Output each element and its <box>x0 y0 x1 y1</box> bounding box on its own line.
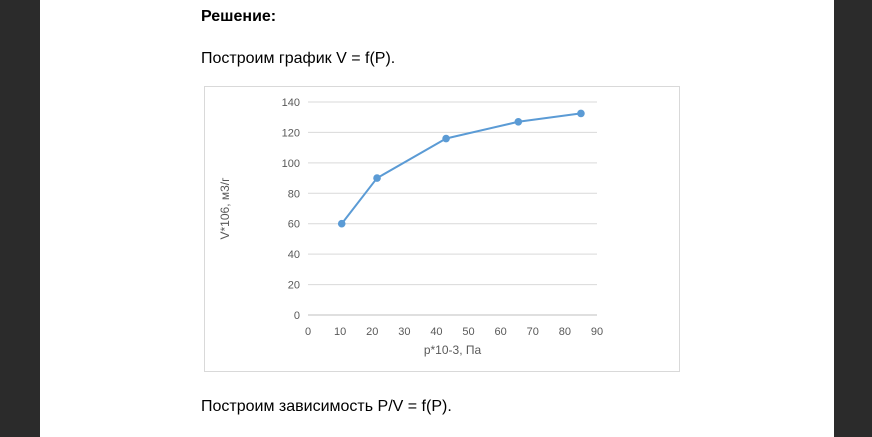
graph-intro-text: Построим график V = f(P). <box>201 50 396 67</box>
y-tick-label-100: 100 <box>282 158 300 170</box>
tick-labels: 0 20 40 60 80 100 120 140 0 10 20 30 40 50 60 70 80 90 <box>282 97 603 338</box>
y-tick-label-60: 60 <box>288 219 300 231</box>
y-tick-label-80: 80 <box>288 188 300 200</box>
y-tick-label-40: 40 <box>288 249 300 261</box>
dependency-intro-text: Построим зависимость P/V = f(P). <box>201 398 452 415</box>
x-tick-label-50: 50 <box>462 326 474 338</box>
data-point-0-1 <box>373 174 381 182</box>
x-tick-label-70: 70 <box>527 326 539 338</box>
line-chart: 0 20 40 60 80 100 120 140 0 10 20 30 40 50 60 70 80 90 p*… <box>218 97 603 357</box>
x-tick-label-80: 80 <box>559 326 571 338</box>
data-point-0-4 <box>577 109 585 118</box>
x-tick-label-20: 20 <box>366 326 378 338</box>
y-tick-label-140: 140 <box>282 97 300 109</box>
y-tick-label-120: 120 <box>282 127 300 139</box>
data-point-0-2 <box>442 134 450 143</box>
data-series <box>337 109 585 228</box>
x-tick-label-10: 10 <box>334 326 346 338</box>
data-point-0-3 <box>514 117 523 126</box>
solution-heading: Решение: <box>201 8 277 25</box>
data-point-0-0 <box>337 219 346 228</box>
x-tick-label-60: 60 <box>495 326 507 338</box>
x-axis-title: p*10-3, Па <box>424 343 482 357</box>
grid-lines <box>308 101 597 286</box>
series-line-0 <box>340 112 582 225</box>
x-tick-label-0: 0 <box>305 326 311 338</box>
chart-container: 0 20 40 60 80 100 120 140 0 10 20 30 40 50 60 70 80 90 p*… <box>204 86 680 372</box>
x-tick-label-90: 90 <box>591 326 603 338</box>
x-tick-label-40: 40 <box>430 326 442 338</box>
x-tick-label-30: 30 <box>398 326 410 338</box>
document-page: Решение: Построим график V = f(P). 0 20 40… <box>40 0 834 437</box>
y-tick-label-0: 0 <box>294 310 300 322</box>
y-tick-label-20: 20 <box>288 280 300 292</box>
y-axis-title: V*106, м3/г <box>218 177 232 240</box>
